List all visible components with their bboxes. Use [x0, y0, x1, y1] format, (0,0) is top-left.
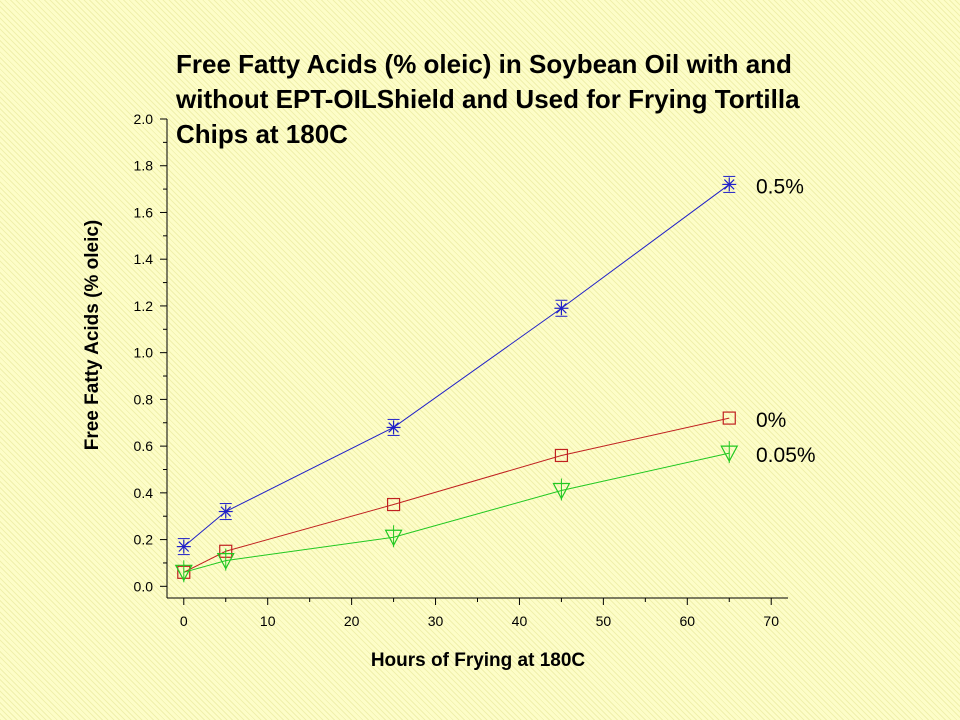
- data-point-asterisk: [722, 177, 737, 192]
- x-tick-label: 0: [180, 613, 188, 629]
- x-tick-label: 50: [596, 613, 612, 629]
- x-tick-label: 20: [344, 613, 360, 629]
- x-tick-label: 10: [260, 613, 276, 629]
- data-point-asterisk: [176, 539, 191, 554]
- x-tick-label: 60: [680, 613, 696, 629]
- y-tick-label: 0.4: [134, 485, 154, 501]
- data-point-asterisk: [386, 420, 401, 435]
- series-line-1: [183, 417, 730, 573]
- chart-title-line-1: Free Fatty Acids (% oleic) in Soybean Oi…: [176, 49, 792, 79]
- data-point-square: [722, 411, 736, 425]
- axes-layer: 0 10 20 30 40 50 60 70 0.0 0.2 0.4 0.6 0.8 1.0 1.2 1.4 1…: [134, 111, 788, 629]
- data-point-square: [386, 497, 401, 512]
- series-label-1: 0%: [756, 409, 786, 432]
- y-tick-label: 1.8: [134, 158, 154, 174]
- data-point-asterisk: [218, 504, 233, 519]
- x-tick-label: 70: [763, 613, 779, 629]
- series-line-0: [183, 184, 730, 547]
- series-layer: 0.5% 0% 0.05%: [174, 175, 816, 583]
- y-axis-title: Free Fatty Acids (% oleic): [82, 220, 103, 451]
- y-tick-label: 1.4: [134, 251, 154, 267]
- x-axis-title: Hours of Frying at 180C: [371, 650, 586, 671]
- y-tick-label: 0.8: [134, 391, 154, 407]
- series-label-0: 0.5%: [756, 175, 804, 198]
- y-tick-label: 1.6: [134, 204, 154, 220]
- x-tick-label: 30: [428, 613, 444, 629]
- data-point-square: [554, 448, 569, 463]
- y-tick-label: 0.0: [134, 578, 154, 594]
- series-line-2: [183, 452, 730, 573]
- y-tick-label: 0.2: [134, 532, 154, 548]
- chart-title-line-3: Chips at 180C: [176, 119, 348, 149]
- series-label-2: 0.05%: [756, 444, 816, 467]
- y-tick-label: 1.0: [134, 345, 154, 361]
- y-tick-label: 2.0: [134, 111, 154, 127]
- data-point-asterisk: [554, 301, 569, 316]
- y-tick-label: 1.2: [134, 298, 154, 314]
- x-tick-label: 40: [512, 613, 528, 629]
- y-tick-label: 0.6: [134, 438, 154, 454]
- chart-title-line-2: without EPT-OILShield and Used for Fryin…: [175, 84, 800, 114]
